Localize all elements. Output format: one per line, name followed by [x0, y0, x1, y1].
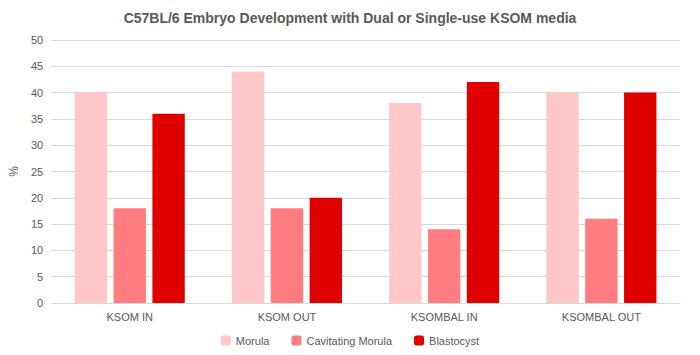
svg-text:KSOMBAL IN: KSOMBAL IN — [411, 311, 478, 323]
svg-text:35: 35 — [31, 113, 43, 125]
svg-text:40: 40 — [31, 87, 43, 99]
svg-text:10: 10 — [31, 244, 43, 256]
svg-text:30: 30 — [31, 139, 43, 151]
svg-text:Cavitating Morula: Cavitating Morula — [306, 335, 392, 347]
svg-text:%: % — [7, 166, 21, 177]
svg-text:20: 20 — [31, 192, 43, 204]
svg-text:5: 5 — [37, 271, 43, 283]
svg-text:Blastocyst: Blastocyst — [429, 335, 479, 347]
svg-text:KSOM OUT: KSOM OUT — [258, 311, 317, 323]
svg-text:Morula: Morula — [236, 335, 271, 347]
svg-text:45: 45 — [31, 60, 43, 72]
svg-text:KSOMBAL OUT: KSOMBAL OUT — [562, 311, 641, 323]
svg-text:15: 15 — [31, 218, 43, 230]
svg-text:KSOM IN: KSOM IN — [107, 311, 154, 323]
svg-text:25: 25 — [31, 166, 43, 178]
svg-text:50: 50 — [31, 34, 43, 46]
svg-text:C57BL/6 Embryo Development wit: C57BL/6 Embryo Development with Dual or … — [124, 10, 577, 26]
svg-text:0: 0 — [37, 297, 43, 309]
